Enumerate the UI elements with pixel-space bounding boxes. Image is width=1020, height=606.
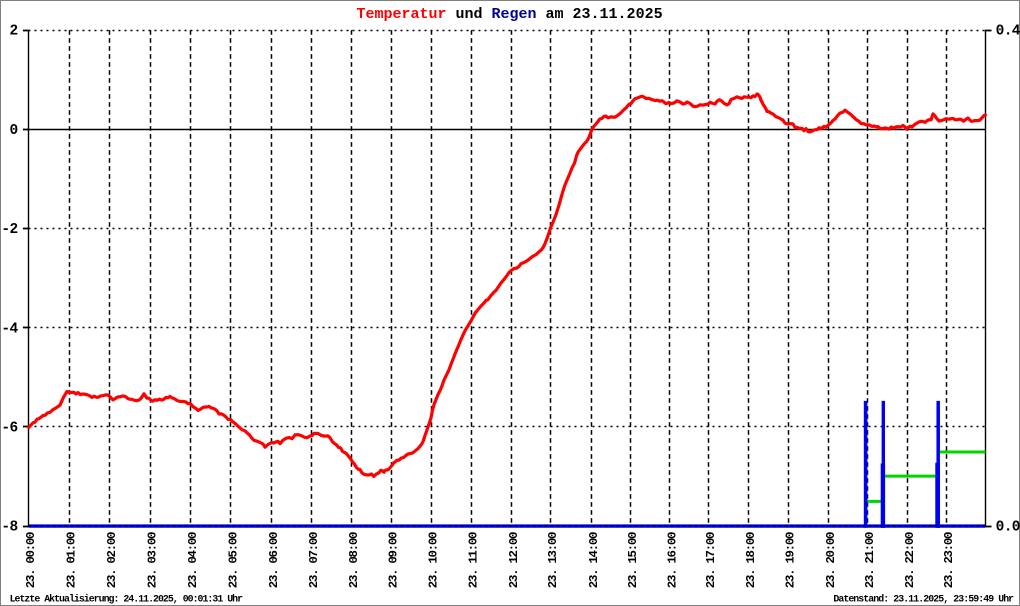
svg-text:23. 07:00: 23. 07:00 — [307, 532, 321, 588]
svg-text:23. 05:00: 23. 05:00 — [226, 532, 240, 588]
svg-text:23. 04:00: 23. 04:00 — [186, 532, 200, 588]
svg-text:0: 0 — [9, 123, 17, 139]
svg-text:Datenstand: 23.11.2025, 23:59:: Datenstand: 23.11.2025, 23:59:49 Uhr — [833, 593, 1014, 604]
svg-text:-6: -6 — [1, 421, 17, 437]
svg-text:Letzte Aktualisierung: 24.11.2: Letzte Aktualisierung: 24.11.2025, 00:01… — [10, 593, 244, 604]
svg-text:23. 19:00: 23. 19:00 — [784, 532, 798, 588]
svg-text:2: 2 — [9, 24, 17, 40]
svg-text:23. 10:00: 23. 10:00 — [427, 532, 441, 588]
svg-text:-2: -2 — [1, 222, 17, 238]
svg-text:23. 23:00: 23. 23:00 — [942, 532, 956, 588]
svg-text:23. 16:00: 23. 16:00 — [665, 532, 679, 588]
svg-text:-4: -4 — [1, 321, 18, 337]
svg-text:23. 01:00: 23. 01:00 — [65, 532, 79, 588]
svg-text:Temperatur und Regen am 23.11.: Temperatur und Regen am 23.11.2025 — [357, 6, 663, 23]
svg-text:23. 00:00: 23. 00:00 — [24, 532, 38, 588]
svg-text:-8: -8 — [1, 520, 17, 536]
svg-text:23. 06:00: 23. 06:00 — [267, 532, 281, 588]
svg-text:23. 22:00: 23. 22:00 — [903, 532, 917, 588]
svg-text:23. 02:00: 23. 02:00 — [105, 532, 119, 588]
svg-text:23. 13:00: 23. 13:00 — [546, 532, 560, 588]
svg-text:23. 18:00: 23. 18:00 — [744, 532, 758, 588]
svg-text:0.4: 0.4 — [996, 24, 1020, 40]
svg-text:23. 14:00: 23. 14:00 — [587, 532, 601, 588]
svg-text:23. 21:00: 23. 21:00 — [863, 532, 877, 588]
svg-text:23. 09:00: 23. 09:00 — [387, 532, 401, 588]
svg-text:23. 15:00: 23. 15:00 — [626, 532, 640, 588]
svg-text:23. 20:00: 23. 20:00 — [824, 532, 838, 588]
svg-text:23. 17:00: 23. 17:00 — [704, 532, 718, 588]
svg-text:23. 03:00: 23. 03:00 — [146, 532, 160, 588]
svg-text:23. 08:00: 23. 08:00 — [347, 532, 361, 588]
svg-text:0.0: 0.0 — [996, 520, 1020, 536]
svg-text:23. 11:00: 23. 11:00 — [467, 532, 481, 588]
svg-text:23. 12:00: 23. 12:00 — [507, 532, 521, 588]
